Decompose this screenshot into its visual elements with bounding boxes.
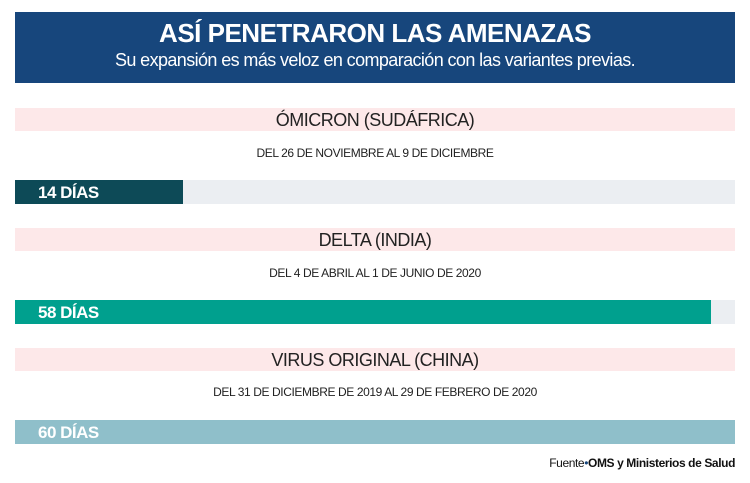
variant-name-omicron: ÓMICRON (SUDÁFRICA) [15, 108, 735, 131]
variant-name-original: VIRUS ORIGINAL (CHINA) [15, 348, 735, 371]
source-prefix: Fuente [549, 456, 585, 470]
chart-title: ASÍ PENETRARON LAS AMENAZAS [159, 18, 591, 48]
bar-track-delta: 58 DÍAS [15, 300, 735, 324]
bar-track-omicron: 14 DÍAS [15, 180, 735, 204]
date-range-omicron: DEL 26 DE NOVIEMBRE AL 9 DE DICIEMBRE [256, 146, 494, 160]
bar-omicron [15, 180, 183, 204]
source-note: Fuente•OMS y Ministerios de Salud [549, 456, 735, 470]
date-range-delta: DEL 4 DE ABRIL AL 1 DE JUNIO DE 2020 [269, 266, 481, 280]
bar-label-original: 60 DÍAS [38, 423, 99, 442]
header-banner: ASÍ PENETRARON LAS AMENAZAS Su expansión… [15, 12, 735, 83]
bar-label-omicron: 14 DÍAS [38, 183, 99, 202]
date-range-original: DEL 31 DE DICIEMBRE DE 2019 AL 29 DE FEB… [213, 385, 537, 399]
bar-original [15, 420, 735, 444]
bullet-icon: • [584, 456, 589, 470]
variant-name-delta: DELTA (INDIA) [15, 228, 735, 251]
chart-subtitle: Su expansión es más veloz en comparación… [114, 50, 636, 70]
bar-track-original: 60 DÍAS [15, 420, 735, 444]
source-text: OMS y Ministerios de Salud [588, 456, 735, 470]
bar-label-delta: 58 DÍAS [38, 303, 99, 322]
bar-delta [15, 300, 711, 324]
